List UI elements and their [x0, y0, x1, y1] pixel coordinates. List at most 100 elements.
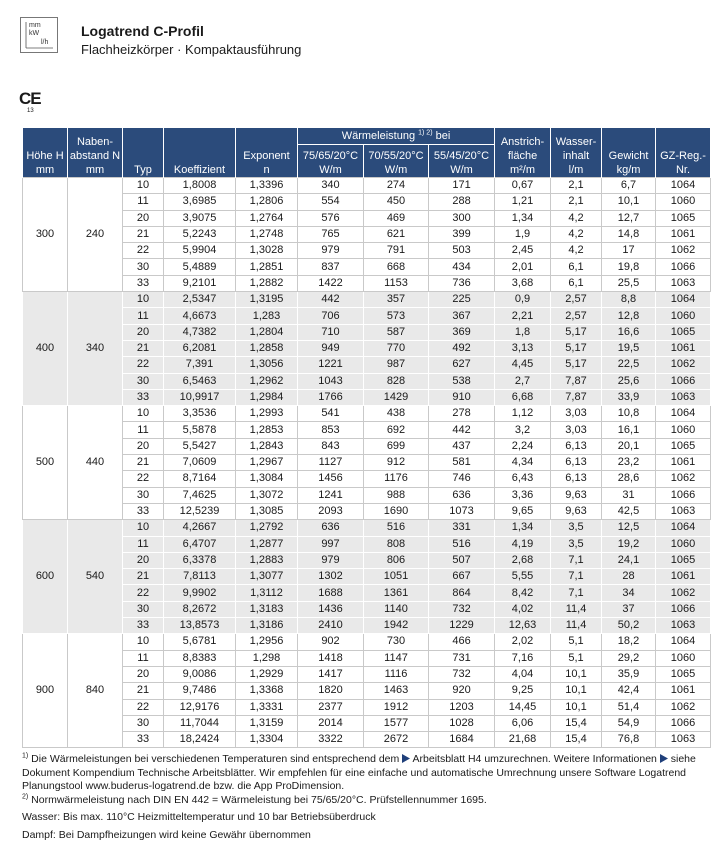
header-text: Typ	[134, 164, 152, 176]
table-row: 33 10,9917 1,2984 1766 1429 910 6,68 7,87 33,9 10…	[23, 388, 712, 407]
table-cell: 15,4	[550, 714, 603, 733]
table-cell: 1061	[655, 339, 712, 358]
spacing-cell: 240	[67, 176, 123, 293]
table-cell: 5,17	[550, 323, 603, 341]
table-cell: 1429	[363, 388, 429, 407]
column-header: Gewicht kg/m	[601, 128, 657, 178]
table-cell: 29,2	[601, 649, 657, 667]
table-cell: 22	[122, 356, 164, 374]
table-cell: 28,6	[601, 470, 657, 488]
table-cell: 6,13	[550, 470, 603, 488]
table-cell: 1417	[297, 665, 364, 684]
table-cell: 1,3396	[235, 176, 298, 195]
table-cell: 7,1	[550, 584, 603, 602]
footnote-text: Die Wärmeleistungen bei verschiedenen Te…	[31, 753, 400, 765]
table-cell: 516	[427, 535, 496, 553]
table-cell: 920	[427, 682, 496, 700]
table-cell: 1,3084	[235, 470, 298, 488]
table-cell: 274	[363, 176, 429, 195]
table-cell: 4,45	[494, 356, 552, 374]
table-row: 30 6,5463 1,2962 1043 828 538 2,7 7,87 25,6 1066	[23, 372, 712, 390]
header-text: 75/65/20°C	[302, 150, 359, 162]
table-cell: 10,1	[550, 698, 603, 716]
table-cell: 22	[122, 584, 164, 602]
table-cell: 4,2667	[163, 519, 236, 537]
table-row: 33 12,5239 1,3085 2093 1690 1073 9,65 9,63 42,5 1…	[23, 502, 712, 521]
table-cell: 5,6781	[163, 633, 236, 651]
table-cell: 746	[427, 470, 496, 488]
header-text: Höhe H	[26, 150, 64, 162]
table-cell: 732	[427, 665, 496, 684]
table-cell: 9,0086	[163, 665, 236, 684]
table-cell: 10,9917	[163, 388, 236, 407]
table-cell: 33	[122, 274, 164, 293]
table-cell: 4,6673	[163, 307, 236, 325]
table-row: 20 5,5427 1,2843 843 699 437 2,24 6,13 20,1 1065	[23, 437, 712, 456]
table-cell: 25,6	[601, 372, 657, 390]
table-cell: 503	[427, 242, 496, 260]
table-cell: 1,3056	[235, 356, 298, 374]
table-cell: 1147	[363, 649, 429, 667]
footnote-text: Arbeitsblatt H4 umzurechnen. Weitere Inf…	[412, 753, 657, 765]
spacing-cell: 440	[67, 405, 123, 521]
header-row: 75/65/20°C W/m 70/55/20°C W/m 55/45/20°C W/m	[23, 144, 711, 178]
table-row: 400 340 10 2,5347 1,3195 442 357 225 0,9 2,57 8,8 1…	[22, 291, 712, 407]
table-cell: 33	[122, 731, 164, 749]
table-cell: 30	[122, 258, 164, 276]
table-cell: 1241	[297, 486, 364, 504]
table-cell: 1,2858	[235, 339, 298, 358]
table-cell: 20	[122, 323, 164, 341]
table-cell: 1116	[363, 665, 429, 684]
table-cell: 8,7164	[163, 470, 236, 488]
header-text: Anstrich-	[500, 136, 545, 148]
table-cell: 442	[297, 291, 364, 309]
table-cell: 6,3378	[163, 551, 236, 570]
header-text: Wasser-	[555, 136, 597, 148]
table-cell: 20	[122, 209, 164, 227]
table-cell: 1060	[655, 649, 712, 667]
table-cell: 1688	[297, 584, 364, 602]
table-cell: 9,9902	[163, 584, 236, 602]
table-cell: 5,17	[550, 356, 603, 374]
table-cell: 4,2	[550, 225, 603, 244]
table-cell: 765	[297, 225, 364, 244]
table-cell: 1060	[655, 535, 712, 553]
footnote-marker: 1)	[22, 752, 29, 760]
table-cell: 1,8	[494, 323, 552, 341]
table-cell: 1065	[655, 551, 712, 570]
table-cell: 5,5427	[163, 437, 236, 456]
table-cell: 1436	[297, 600, 364, 619]
table-cell: 6,5463	[163, 372, 236, 390]
table-cell: 731	[427, 649, 496, 667]
table-cell: 6,1	[550, 274, 603, 293]
table-cell: 21	[122, 682, 164, 700]
table-cell: 7,87	[550, 388, 603, 407]
spacing-cell: 540	[67, 519, 123, 635]
column-header: 55/45/20°C W/m	[427, 144, 496, 178]
table-cell: 10,8	[601, 405, 657, 423]
table-cell: 3,03	[550, 405, 603, 423]
table-cell: 76,8	[601, 731, 657, 749]
table-cell: 1,3183	[235, 600, 298, 619]
table-cell: 1,3077	[235, 568, 298, 586]
table-row: 300 240 10 1,8008 1,3396 340 274 171 0,67 2,1 6,7 1…	[22, 176, 712, 293]
table-cell: 7,1	[550, 568, 603, 586]
table-cell: 808	[363, 535, 429, 553]
footnote: 1) Die Wärmeleistungen bei verschiedenen…	[22, 753, 712, 794]
table-cell: 621	[363, 225, 429, 244]
table-cell: 492	[427, 339, 496, 358]
table-cell: 1066	[655, 486, 712, 504]
table-cell: 21	[122, 339, 164, 358]
table-cell: 9,63	[550, 502, 603, 521]
table-cell: 20,1	[601, 437, 657, 456]
table-cell: 42,4	[601, 682, 657, 700]
table-cell: 1,2967	[235, 454, 298, 472]
height-cell: 600	[22, 519, 68, 635]
table-cell: 988	[363, 486, 429, 504]
table-cell: 3,2	[494, 421, 552, 439]
table-cell: 1,298	[235, 649, 298, 667]
table-cell: 910	[427, 388, 496, 407]
table-row: 20 3,9075 1,2764 576 469 300 1,34 4,2 12,7 1065	[23, 209, 712, 227]
table-cell: 3,5	[550, 535, 603, 553]
